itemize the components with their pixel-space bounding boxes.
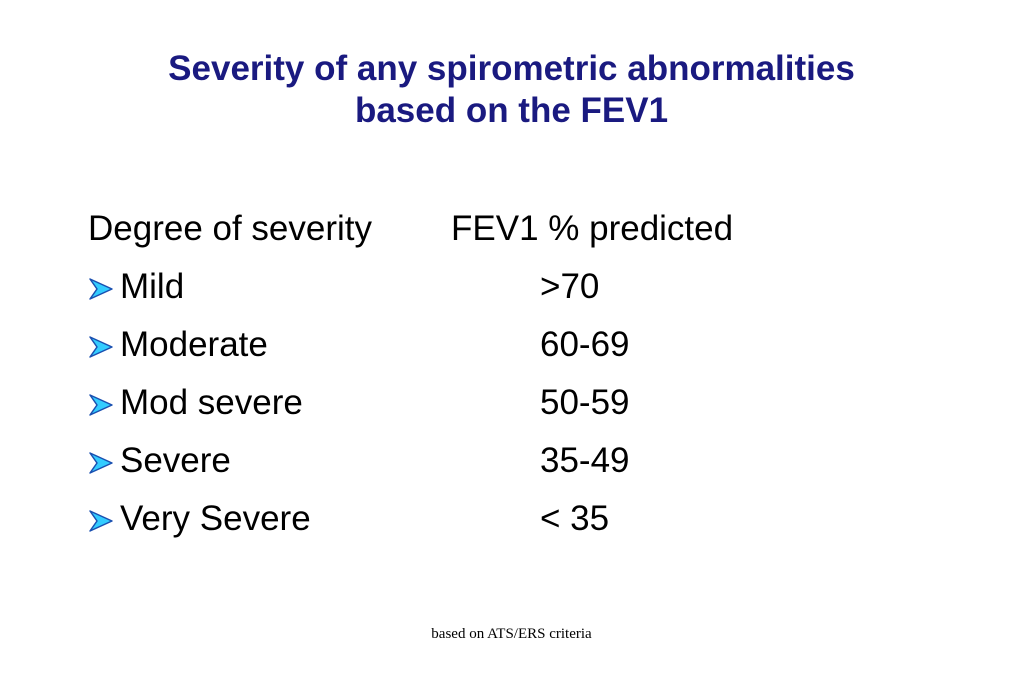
table-row: Very Severe < 35 — [88, 493, 888, 551]
title-line-2: based on the FEV1 — [354, 91, 669, 130]
table-row: Severe 35-49 — [88, 435, 888, 493]
fev1-value: 35-49 — [540, 441, 630, 480]
arrow-bullet-icon — [89, 394, 113, 416]
fev1-value: < 35 — [540, 499, 610, 538]
fev1-value: >70 — [540, 267, 600, 306]
header-degree-of-severity: Degree of severity — [88, 209, 373, 248]
slide-title: Severity of any spirometric abnormalitie… — [0, 48, 1023, 132]
fev1-value: 50-59 — [540, 383, 630, 422]
fev1-value: 60-69 — [540, 325, 630, 364]
header-fev1-predicted: FEV1 % predicted — [451, 209, 734, 248]
arrow-bullet-icon — [89, 278, 113, 300]
severity-table: Degree of severity FEV1 % predicted Mild… — [88, 203, 888, 551]
arrow-bullet-icon — [89, 510, 113, 532]
table-row: Moderate 60-69 — [88, 319, 888, 377]
title-line-1: Severity of any spirometric abnormalitie… — [168, 49, 855, 88]
arrow-bullet-icon — [89, 452, 113, 474]
table-header-row: Degree of severity FEV1 % predicted — [88, 203, 888, 261]
severity-label: Mod severe — [120, 383, 303, 422]
severity-label: Moderate — [120, 325, 268, 364]
severity-label: Mild — [120, 267, 185, 306]
table-row: Mod severe 50-59 — [88, 377, 888, 435]
footnote: based on ATS/ERS criteria — [431, 626, 592, 642]
table-row: Mild >70 — [88, 261, 888, 319]
severity-label: Severe — [120, 441, 231, 480]
arrow-bullet-icon — [89, 336, 113, 358]
severity-label: Very Severe — [120, 499, 311, 538]
